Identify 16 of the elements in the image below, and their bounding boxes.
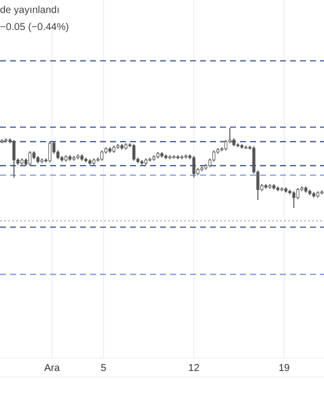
candlestick [192, 156, 196, 178]
candlestick [12, 140, 16, 178]
candlestick [296, 188, 300, 200]
x-tick-label: 19 [278, 363, 290, 374]
candlestick [28, 150, 32, 166]
candlestick [292, 190, 296, 208]
candlestick [224, 140, 228, 151]
candlestick [100, 150, 104, 162]
candlestick [212, 150, 216, 162]
x-tick-label: 12 [188, 363, 200, 374]
candlestick [48, 141, 52, 163]
chart-title: de yayınlandı [0, 5, 60, 16]
x-tick-label: 5 [100, 363, 107, 374]
chart-subtitle: −0.05 (−0.44%) [0, 22, 69, 33]
x-tick-label: Ara [44, 363, 60, 374]
candlestick [132, 144, 136, 162]
